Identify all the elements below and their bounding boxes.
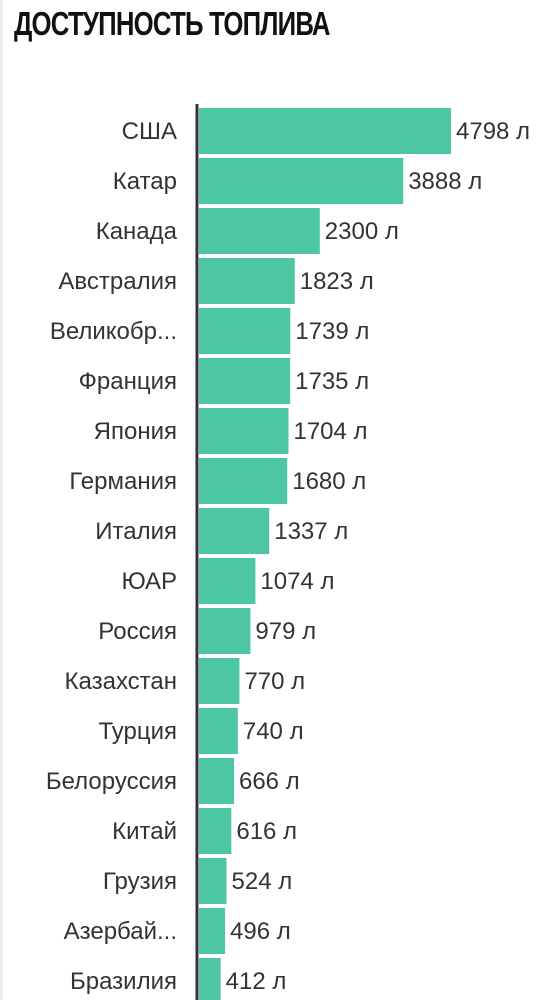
category-label: Грузия bbox=[103, 868, 177, 895]
category-label: Катар bbox=[113, 168, 177, 195]
category-label: Белоруссия bbox=[46, 768, 177, 795]
chart-title: ДОСТУПНОСТЬ ТОПЛИВА bbox=[14, 5, 330, 42]
value-label: 1074 л bbox=[260, 568, 334, 595]
bar bbox=[199, 208, 320, 254]
value-label: 1704 л bbox=[293, 418, 367, 445]
bar bbox=[199, 408, 289, 454]
category-label: Австралия bbox=[58, 268, 177, 295]
value-label: 1823 л bbox=[300, 268, 374, 295]
bar bbox=[199, 808, 232, 854]
bar bbox=[199, 558, 256, 604]
value-label: 412 л bbox=[226, 968, 287, 995]
category-label: Италия bbox=[95, 518, 177, 545]
value-label: 666 л bbox=[239, 768, 300, 795]
value-label: 496 л bbox=[230, 918, 291, 945]
bar bbox=[199, 608, 251, 654]
value-label: 524 л bbox=[232, 868, 293, 895]
bar bbox=[199, 658, 240, 704]
value-label: 770 л bbox=[244, 668, 305, 695]
bar bbox=[199, 158, 404, 204]
category-label: Япония bbox=[94, 418, 177, 445]
category-label: Турция bbox=[98, 718, 177, 745]
bar bbox=[199, 508, 270, 554]
category-label: Казахстан bbox=[65, 668, 177, 695]
category-label: Россия bbox=[98, 618, 177, 645]
bar bbox=[199, 108, 451, 154]
value-label: 1735 л bbox=[295, 368, 369, 395]
value-label: 3888 л bbox=[408, 168, 482, 195]
bar bbox=[199, 458, 288, 504]
category-label: Бразилия bbox=[70, 968, 177, 995]
bar bbox=[199, 858, 227, 904]
bar bbox=[199, 758, 234, 804]
left-edge-rule bbox=[0, 0, 3, 1000]
category-label: ЮАР bbox=[122, 568, 177, 595]
value-label: 616 л bbox=[236, 818, 297, 845]
category-label: Азербай... bbox=[64, 918, 177, 945]
value-label: 1739 л bbox=[295, 318, 369, 345]
bar bbox=[199, 308, 291, 354]
value-label: 4798 л bbox=[456, 118, 530, 145]
value-label: 740 л bbox=[243, 718, 304, 745]
bar bbox=[199, 358, 291, 404]
value-label: 979 л bbox=[255, 618, 316, 645]
category-label: Канада bbox=[96, 218, 178, 245]
category-label: Великобр... bbox=[50, 318, 177, 345]
category-label: Франция bbox=[79, 368, 177, 395]
value-label: 1337 л bbox=[274, 518, 348, 545]
bar bbox=[199, 958, 221, 1000]
category-label: США bbox=[122, 118, 177, 145]
category-label: Германия bbox=[69, 468, 177, 495]
bar bbox=[199, 908, 226, 954]
value-label: 1680 л bbox=[292, 468, 366, 495]
bar bbox=[199, 708, 238, 754]
category-label: Китай bbox=[112, 818, 177, 845]
bar bbox=[199, 258, 295, 304]
value-label: 2300 л bbox=[325, 218, 399, 245]
